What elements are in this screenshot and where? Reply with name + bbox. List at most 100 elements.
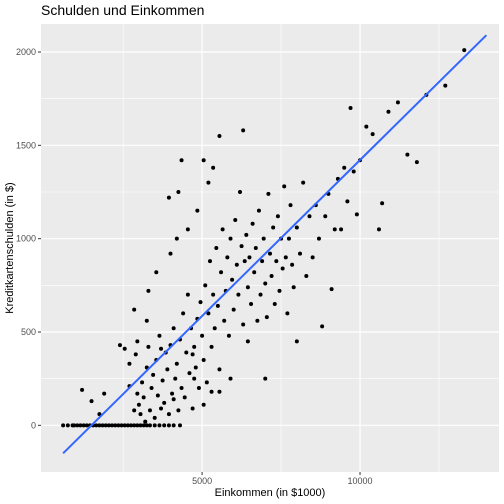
data-point [149,386,154,390]
data-point [206,311,211,316]
data-point [179,386,184,390]
data-point [214,246,219,250]
data-point [219,270,224,275]
data-point [151,372,156,377]
data-point [272,302,277,306]
data-points [61,48,467,428]
data-point [166,412,171,417]
data-point [204,380,209,385]
data-point [283,255,288,260]
data-point [100,423,105,428]
data-point [345,199,350,204]
data-point [277,288,282,293]
data-point [192,376,197,381]
data-point [395,100,400,105]
y-tick-label: 500 [21,327,36,337]
data-point [132,307,137,312]
y-tick-label: 2000 [16,47,36,57]
data-point [141,395,146,400]
data-point [81,423,86,428]
data-point [263,376,268,381]
data-point [332,227,337,232]
data-point [132,423,137,428]
data-point [207,259,212,264]
data-point [119,423,124,428]
data-point [103,423,108,428]
y-tick-label: 1000 [16,234,36,244]
data-point [162,400,167,405]
data-point [294,339,299,344]
data-point [200,333,205,338]
data-point [171,326,176,331]
chart-title: Schulden und Einkommen [41,2,204,18]
data-point [244,232,249,237]
data-point [144,423,149,428]
data-point [201,158,206,163]
data-point [144,318,149,323]
data-point [320,324,325,329]
data-point [376,227,381,232]
data-point [193,365,198,370]
data-point [165,367,170,372]
data-point [143,419,148,424]
data-point [310,255,315,260]
data-point [228,376,233,381]
data-point [249,302,254,306]
data-point [230,277,235,282]
data-point [196,386,201,390]
data-point [159,346,164,351]
data-point [84,423,89,428]
data-point [266,191,271,196]
data-point [141,423,146,428]
data-point [236,292,241,297]
data-point [288,203,293,208]
data-point [215,303,220,308]
data-point [122,423,127,428]
data-point [195,208,200,213]
data-point [75,423,80,428]
data-point [256,208,261,213]
data-point [348,106,353,110]
data-point [282,184,287,189]
data-point [97,423,102,428]
data-point [294,225,299,230]
data-point [245,339,250,344]
data-point [159,406,164,411]
data-point [241,128,246,133]
data-point [171,397,176,402]
data-point [174,236,179,241]
data-point [354,212,359,217]
data-point [182,395,187,400]
data-point [136,402,141,407]
data-point [89,399,94,404]
data-point [138,423,143,428]
data-point [147,408,152,413]
axis-ticks: 5000 10000 0 500 1000 1500 2000 [16,47,373,486]
data-point [237,190,242,194]
data-point [192,344,197,349]
data-point [61,423,66,428]
data-point [176,190,181,194]
x-axis-title: Einkommen (in $1000) [215,487,326,499]
data-point [250,221,255,226]
data-point [252,270,257,275]
data-point [154,270,159,275]
data-point [414,160,419,165]
data-point [263,281,268,286]
data-point [307,214,312,219]
data-point [155,393,160,398]
data-point [129,423,134,428]
data-point [386,109,391,114]
data-point [179,158,184,163]
data-point [298,251,303,256]
data-point [187,371,192,376]
data-point [65,423,70,428]
data-point [185,227,190,232]
data-point [116,423,121,428]
data-point [184,350,189,355]
data-point [209,389,214,394]
y-axis-title: Kreditkartenschulden (in $) [4,182,16,313]
data-point [135,423,140,428]
data-point [245,285,250,290]
data-point [370,132,375,137]
